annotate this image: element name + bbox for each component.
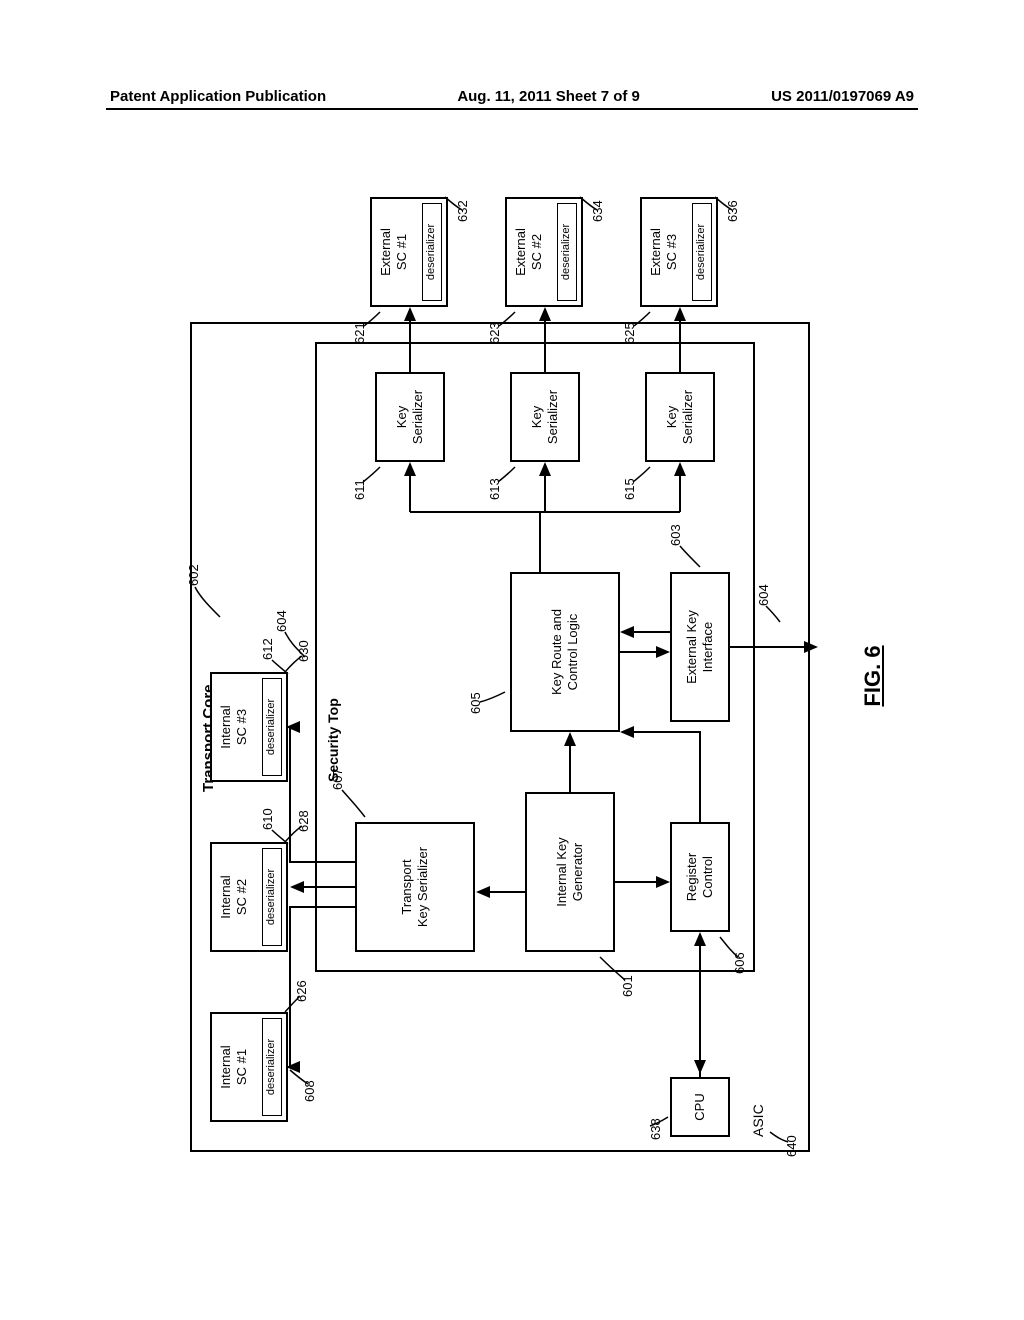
ref-612: 612 [260, 638, 275, 660]
figure-6-diagram: Transport Core Security Top Internal SC … [180, 190, 840, 1162]
ref-610: 610 [260, 808, 275, 830]
ref-630: 630 [296, 640, 311, 662]
ref-602: 602 [186, 564, 201, 586]
ref-634: 634 [590, 200, 605, 222]
ref-625: 625 [622, 322, 637, 344]
ref-611: 611 [352, 479, 367, 500]
ref-606: 606 [732, 952, 747, 974]
ref-623: 623 [487, 322, 502, 344]
ref-605: 605 [468, 692, 483, 714]
ref-636: 636 [725, 200, 740, 222]
ref-608: 608 [302, 1080, 317, 1102]
header-rule [106, 108, 918, 110]
rotated-stage: Transport Core Security Top Internal SC … [180, 502, 1024, 1162]
ref-615: 615 [622, 478, 637, 500]
ref-621: 621 [352, 322, 367, 344]
ref-601: 601 [620, 975, 635, 997]
asic-label: ASIC [750, 1104, 766, 1137]
ref-626: 626 [294, 980, 309, 1002]
ref-628: 628 [296, 810, 311, 832]
ref-613: 613 [487, 478, 502, 500]
ref-640: 640 [784, 1135, 799, 1157]
ref-603: 603 [668, 524, 683, 546]
header-right: US 2011/0197069 A9 [771, 88, 914, 105]
ref-604-sec: 604 [274, 610, 289, 632]
header-left: Patent Application Publication [110, 88, 326, 105]
figure-label: FIG. 6 [860, 645, 886, 706]
header-center: Aug. 11, 2011 Sheet 7 of 9 [457, 88, 640, 105]
ref-604-below: 604 [756, 584, 771, 606]
ref-607: 607 [330, 768, 345, 790]
ref-632: 632 [455, 200, 470, 222]
wires-svg [180, 190, 840, 1162]
